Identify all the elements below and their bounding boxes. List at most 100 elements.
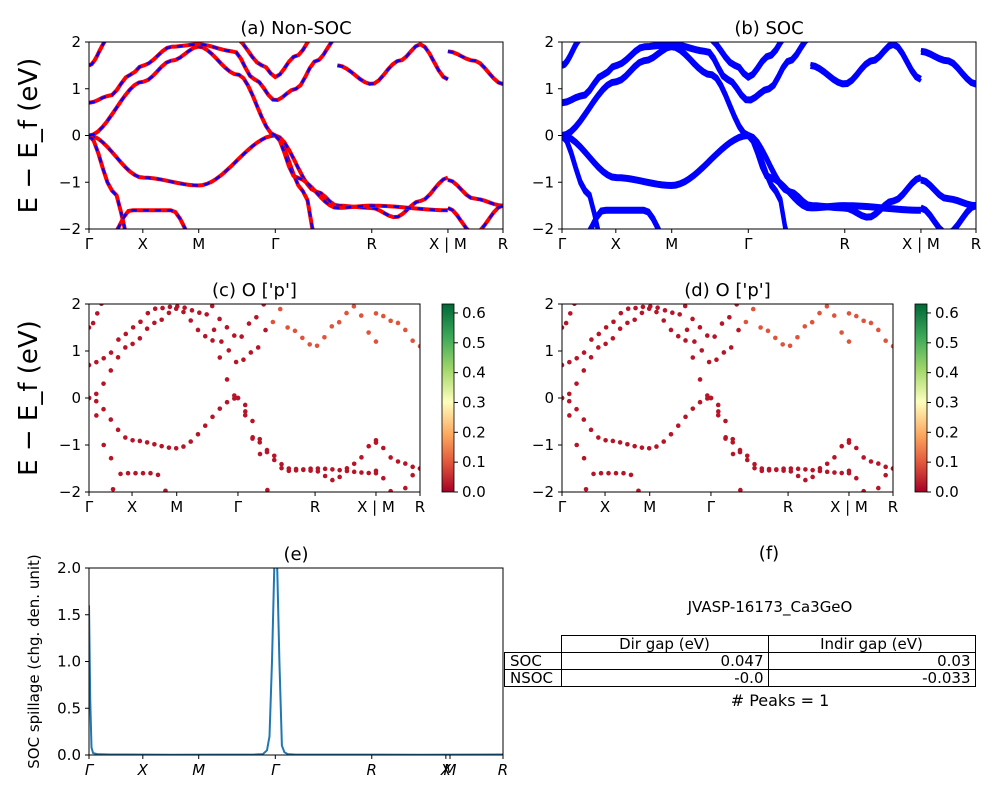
band-point	[566, 398, 572, 404]
band-point	[628, 472, 634, 478]
x-tick-label: M	[444, 761, 457, 779]
x-tick-label: R	[367, 235, 377, 253]
band-point	[381, 313, 386, 319]
band-point	[576, 297, 581, 302]
band-point	[716, 409, 721, 414]
y-tick-label: 1.0	[57, 653, 81, 671]
row-soc-label: SOC	[504, 652, 562, 670]
band-line-7-0	[89, 44, 277, 138]
panel-title-f: (f)	[759, 543, 779, 564]
band-point	[574, 406, 579, 412]
band-point	[714, 357, 719, 363]
band-point	[167, 304, 173, 310]
x-tick-label: Γ	[85, 761, 95, 779]
band-point	[734, 304, 739, 307]
band-point	[591, 471, 596, 477]
band-point	[366, 330, 371, 335]
band-point	[89, 325, 92, 330]
band-point	[832, 455, 837, 460]
band-point	[211, 327, 217, 333]
band-point	[662, 308, 668, 313]
band-point	[581, 350, 587, 355]
band-point	[730, 451, 736, 457]
band-point	[373, 468, 379, 474]
band-point	[279, 461, 284, 467]
y-tick-label: 2	[544, 295, 554, 313]
band-point	[93, 391, 99, 397]
band-point	[181, 444, 186, 449]
band-point	[690, 406, 696, 411]
band-point	[89, 395, 92, 401]
material-id: JVASP-16173_Ca3GeO	[687, 598, 853, 616]
band-point	[314, 343, 320, 349]
band-point	[116, 494, 121, 499]
band-point	[661, 439, 667, 444]
y-tick-label: 0.0	[57, 746, 81, 764]
plot-area	[89, 568, 503, 755]
band-point	[795, 466, 801, 472]
band-point	[583, 486, 589, 492]
band-point	[101, 406, 106, 412]
band-point	[203, 297, 208, 302]
band-point	[293, 468, 299, 473]
band-point	[719, 321, 725, 326]
band-point	[233, 359, 239, 365]
band-point	[655, 305, 660, 311]
band-point	[654, 309, 659, 315]
band-point	[810, 474, 815, 480]
band-point	[752, 465, 757, 471]
band-point	[646, 445, 652, 451]
band-point	[159, 443, 164, 449]
band-line-0-1	[89, 134, 276, 187]
band-point	[123, 345, 128, 350]
band-point	[682, 304, 688, 309]
band-point	[730, 436, 736, 442]
band-point	[736, 327, 741, 333]
band-point	[639, 310, 645, 316]
band-line-10-1	[239, 42, 310, 79]
band-point	[337, 467, 342, 473]
band-point	[254, 314, 259, 320]
band-line-11-0	[810, 43, 922, 88]
band-point	[137, 438, 143, 444]
band-point	[846, 311, 852, 316]
band-point	[210, 414, 215, 420]
band-point	[174, 304, 180, 309]
band-point	[322, 334, 327, 340]
band-line-12-1	[447, 50, 503, 86]
band-point	[574, 381, 579, 386]
band-point	[598, 470, 604, 476]
x-tick-label: X | M	[902, 235, 940, 253]
band-point	[567, 311, 573, 316]
band-point	[715, 412, 721, 418]
band-point	[647, 304, 653, 309]
band-point	[217, 316, 222, 322]
y-tick-label: 0	[544, 127, 554, 145]
band-point	[395, 320, 401, 326]
band-point	[683, 414, 688, 420]
colorbar-tick-label: 0.6	[935, 304, 959, 322]
band-point	[563, 320, 569, 326]
band-point	[861, 455, 866, 460]
band-point	[562, 362, 565, 368]
band-point	[250, 436, 255, 441]
band-point	[803, 477, 808, 483]
band-point	[403, 327, 408, 333]
band-line-9-1	[89, 42, 106, 67]
band-point	[704, 333, 710, 338]
plot-area	[562, 42, 976, 229]
band-point	[611, 319, 616, 325]
band-point	[110, 486, 116, 492]
band-point	[712, 334, 717, 339]
band-point	[279, 465, 284, 471]
y-tick-label: 0	[544, 389, 554, 407]
x-tick-label: X	[137, 761, 149, 779]
band-point	[388, 488, 393, 492]
band-line-10-0	[709, 42, 785, 82]
band-point	[670, 310, 675, 315]
x-tick-label: X	[600, 498, 610, 516]
band-point	[381, 445, 386, 451]
band-point	[676, 297, 681, 302]
band-point	[133, 470, 138, 476]
band-line-6-0	[447, 203, 503, 229]
